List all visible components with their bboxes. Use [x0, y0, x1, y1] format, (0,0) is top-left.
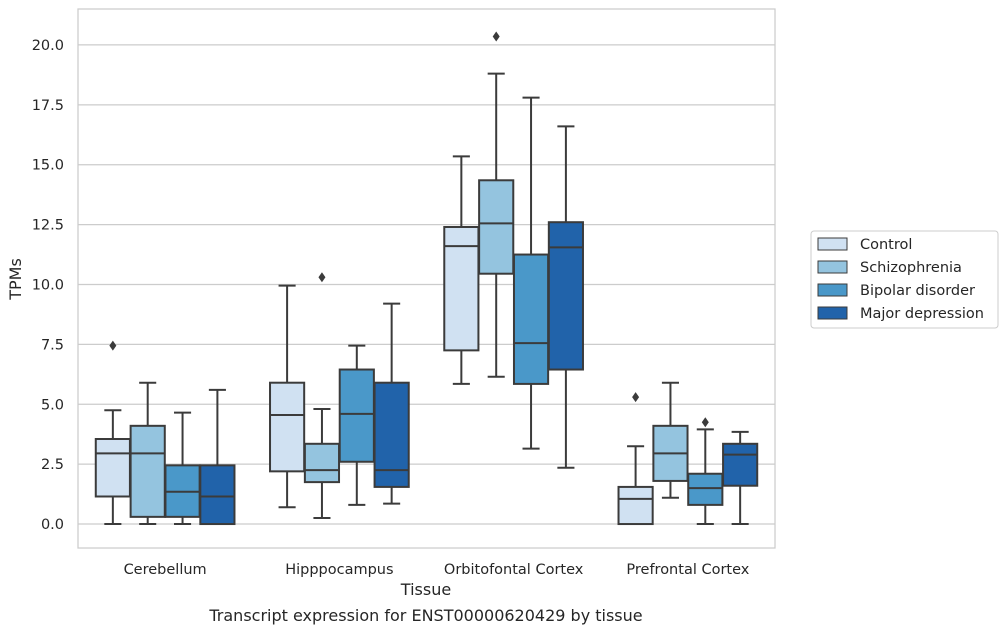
- x-tick-label: Cerebellum: [124, 562, 207, 578]
- iqr-box: [94, 438, 131, 498]
- legend-label: Control: [860, 237, 912, 253]
- y-tick-label: 2.5: [41, 457, 64, 473]
- box-bipolar-disorder: [338, 344, 375, 506]
- y-tick-label: 5.0: [41, 397, 64, 413]
- x-tick-label: Prefrontal Cortex: [626, 562, 749, 578]
- iqr-box: [443, 225, 480, 352]
- grid-lines: [78, 44, 775, 525]
- outlier-point: [492, 31, 500, 42]
- box-control: [443, 155, 480, 385]
- legend-swatch: [817, 260, 848, 274]
- outlier-point: [701, 417, 709, 428]
- box-bipolar-disorder: [687, 417, 724, 526]
- plot-frame: [77, 8, 776, 549]
- iqr-box: [129, 424, 166, 518]
- box-major-depression: [373, 302, 410, 505]
- y-axis-label: TPMs: [6, 258, 25, 301]
- x-axis-label: Tissue: [400, 580, 451, 599]
- legend-swatch: [817, 237, 848, 251]
- y-tick-label: 7.5: [41, 337, 64, 353]
- y-tick-label: 15.0: [32, 158, 64, 174]
- legend-label: Major depression: [860, 306, 984, 322]
- box-schizophrenia: [652, 381, 689, 499]
- legend-swatch: [817, 306, 848, 320]
- iqr-box: [687, 472, 724, 506]
- legend-label: Schizophrenia: [860, 260, 962, 276]
- y-tick-label: 0.0: [41, 517, 64, 533]
- iqr-box: [338, 368, 375, 463]
- y-tick-label: 20.0: [32, 38, 64, 54]
- y-tick-label: 17.5: [32, 98, 64, 114]
- iqr-box: [722, 442, 759, 487]
- legend: Control Schizophrenia Bipolar disorder Majo…: [810, 230, 999, 329]
- box-series: [94, 31, 759, 526]
- box-major-depression: [199, 388, 236, 526]
- box-major-depression: [547, 125, 584, 469]
- x-axis-ticks: Cerebellum Hipppocampus Orbitofontal Corte…: [124, 562, 750, 578]
- iqr-box: [512, 253, 550, 385]
- outlier-point: [109, 340, 117, 351]
- y-tick-label: 12.5: [32, 218, 64, 234]
- x-tick-label: Hipppocampus: [285, 562, 393, 578]
- y-tick-label: 10.0: [32, 277, 64, 293]
- outlier-point: [318, 272, 326, 283]
- figure-caption: Transcript expression for ENST0000062042…: [209, 606, 643, 625]
- iqr-box: [303, 442, 341, 484]
- y-axis-ticks: 0.0 2.5 5.0 7.5 10.0 12.5 15.0 17.5 20.0: [32, 38, 64, 533]
- legend-swatch: [817, 283, 848, 297]
- legend-label: Bipolar disorder: [860, 283, 975, 299]
- x-tick-label: Orbitofontal Cortex: [444, 562, 584, 578]
- outlier-point: [632, 392, 640, 403]
- box-control: [269, 284, 306, 509]
- box-bipolar-disorder: [512, 96, 550, 450]
- box-schizophrenia: [478, 31, 515, 378]
- iqr-box: [199, 464, 236, 526]
- box-control: [617, 392, 654, 526]
- iqr-box: [478, 179, 515, 275]
- iqr-box: [373, 381, 410, 488]
- box-control: [94, 340, 131, 526]
- iqr-box: [269, 381, 306, 473]
- iqr-box: [617, 485, 654, 526]
- box-major-depression: [722, 430, 759, 526]
- box-schizophrenia: [303, 272, 341, 520]
- box-bipolar-disorder: [164, 411, 201, 526]
- legend-frame: [810, 230, 999, 329]
- iqr-box: [547, 221, 584, 371]
